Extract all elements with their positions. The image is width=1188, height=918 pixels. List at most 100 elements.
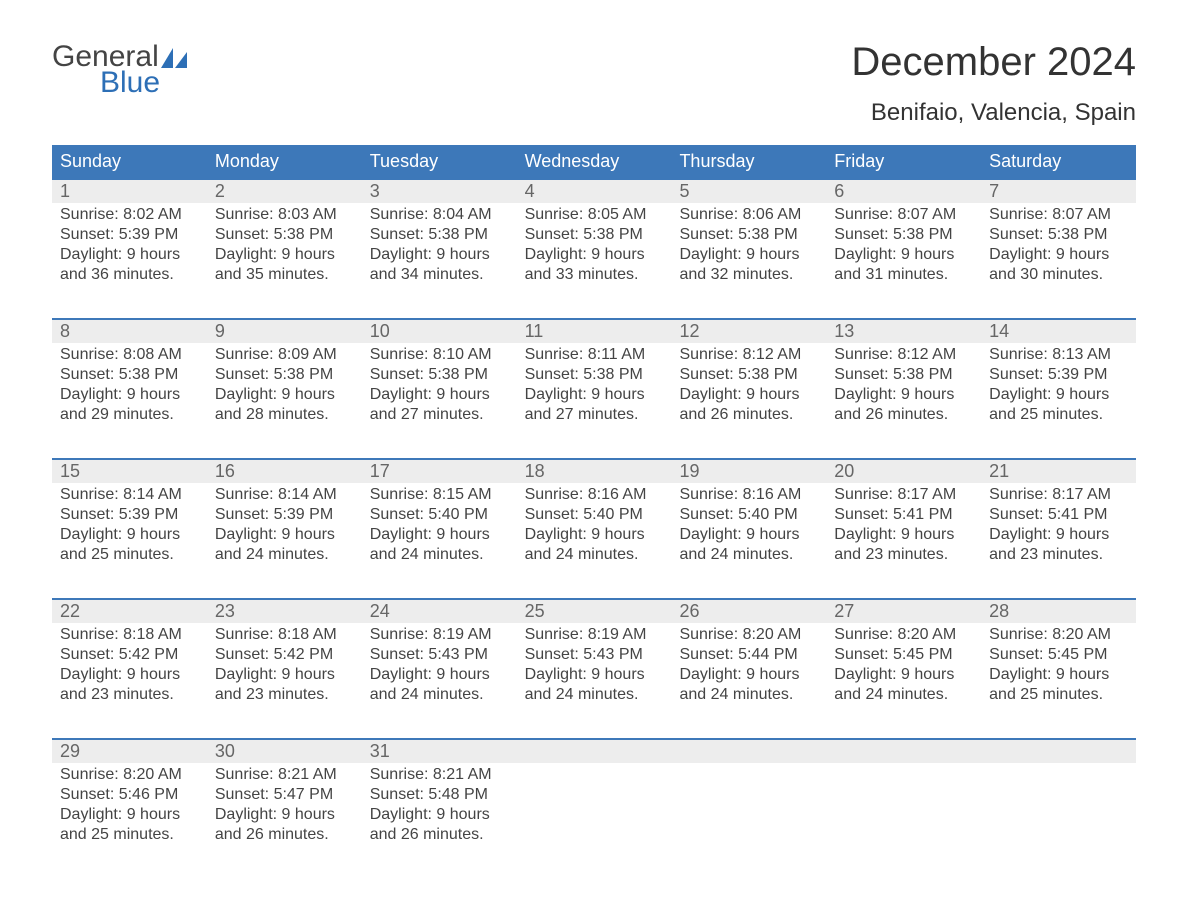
day-data: Sunrise: 8:16 AMSunset: 5:40 PMDaylight:… [517, 483, 672, 565]
daylight-line2: and 25 minutes. [989, 685, 1128, 705]
sunset: Sunset: 5:39 PM [60, 505, 199, 525]
day-cell: 23Sunrise: 8:18 AMSunset: 5:42 PMDayligh… [207, 600, 362, 710]
day-cell: 9Sunrise: 8:09 AMSunset: 5:38 PMDaylight… [207, 320, 362, 430]
daylight-line2: and 23 minutes. [834, 545, 973, 565]
header: General Blue December 2024 Benifaio, Val… [52, 40, 1136, 127]
sunset: Sunset: 5:38 PM [215, 225, 354, 245]
daylight-line2: and 27 minutes. [525, 405, 664, 425]
day-cell: 22Sunrise: 8:18 AMSunset: 5:42 PMDayligh… [52, 600, 207, 710]
day-data: Sunrise: 8:08 AMSunset: 5:38 PMDaylight:… [52, 343, 207, 425]
daylight-line2: and 25 minutes. [60, 825, 199, 845]
sunrise: Sunrise: 8:05 AM [525, 205, 664, 225]
day-number: 16 [207, 460, 362, 483]
sail-icon [161, 48, 187, 68]
sunrise: Sunrise: 8:02 AM [60, 205, 199, 225]
day-data: Sunrise: 8:05 AMSunset: 5:38 PMDaylight:… [517, 203, 672, 285]
day-data: Sunrise: 8:14 AMSunset: 5:39 PMDaylight:… [207, 483, 362, 565]
sunset: Sunset: 5:42 PM [215, 645, 354, 665]
day-number: 14 [981, 320, 1136, 343]
sunset: Sunset: 5:48 PM [370, 785, 509, 805]
sunset: Sunset: 5:39 PM [60, 225, 199, 245]
day-number: 15 [52, 460, 207, 483]
sunset: Sunset: 5:39 PM [215, 505, 354, 525]
sunset: Sunset: 5:38 PM [370, 225, 509, 245]
day-data: Sunrise: 8:20 AMSunset: 5:44 PMDaylight:… [671, 623, 826, 705]
daylight-line1: Daylight: 9 hours [525, 245, 664, 265]
sunrise: Sunrise: 8:17 AM [989, 485, 1128, 505]
daylight-line1: Daylight: 9 hours [215, 805, 354, 825]
day-cell: 19Sunrise: 8:16 AMSunset: 5:40 PMDayligh… [671, 460, 826, 570]
day-cell: 26Sunrise: 8:20 AMSunset: 5:44 PMDayligh… [671, 600, 826, 710]
sunrise: Sunrise: 8:12 AM [834, 345, 973, 365]
logo: General Blue [52, 40, 187, 100]
day-number [671, 740, 826, 763]
daylight-line1: Daylight: 9 hours [679, 525, 818, 545]
day-data: Sunrise: 8:15 AMSunset: 5:40 PMDaylight:… [362, 483, 517, 565]
sunset: Sunset: 5:38 PM [679, 365, 818, 385]
sunset: Sunset: 5:40 PM [525, 505, 664, 525]
weekday-header: Thursday [671, 145, 826, 178]
sunrise: Sunrise: 8:20 AM [989, 625, 1128, 645]
day-data: Sunrise: 8:10 AMSunset: 5:38 PMDaylight:… [362, 343, 517, 425]
daylight-line2: and 24 minutes. [679, 545, 818, 565]
day-cell: 7Sunrise: 8:07 AMSunset: 5:38 PMDaylight… [981, 180, 1136, 290]
sunrise: Sunrise: 8:09 AM [215, 345, 354, 365]
day-data: Sunrise: 8:21 AMSunset: 5:48 PMDaylight:… [362, 763, 517, 845]
daylight-line2: and 31 minutes. [834, 265, 973, 285]
day-number [981, 740, 1136, 763]
daylight-line1: Daylight: 9 hours [525, 525, 664, 545]
weekday-header: Wednesday [517, 145, 672, 178]
weekday-header: Monday [207, 145, 362, 178]
day-number: 24 [362, 600, 517, 623]
day-data: Sunrise: 8:20 AMSunset: 5:45 PMDaylight:… [981, 623, 1136, 705]
weekday-header-row: SundayMondayTuesdayWednesdayThursdayFrid… [52, 145, 1136, 178]
week-row: 22Sunrise: 8:18 AMSunset: 5:42 PMDayligh… [52, 598, 1136, 710]
sunset: Sunset: 5:38 PM [525, 365, 664, 385]
logo-word2: Blue [100, 66, 160, 100]
sunrise: Sunrise: 8:19 AM [370, 625, 509, 645]
daylight-line1: Daylight: 9 hours [989, 665, 1128, 685]
day-data: Sunrise: 8:03 AMSunset: 5:38 PMDaylight:… [207, 203, 362, 285]
title-block: December 2024 Benifaio, Valencia, Spain [851, 40, 1136, 127]
sunset: Sunset: 5:43 PM [370, 645, 509, 665]
daylight-line2: and 26 minutes. [679, 405, 818, 425]
day-cell: 25Sunrise: 8:19 AMSunset: 5:43 PMDayligh… [517, 600, 672, 710]
day-number: 4 [517, 180, 672, 203]
day-number: 19 [671, 460, 826, 483]
day-data: Sunrise: 8:19 AMSunset: 5:43 PMDaylight:… [517, 623, 672, 705]
sunrise: Sunrise: 8:20 AM [60, 765, 199, 785]
weekday-header: Saturday [981, 145, 1136, 178]
day-cell: 20Sunrise: 8:17 AMSunset: 5:41 PMDayligh… [826, 460, 981, 570]
daylight-line1: Daylight: 9 hours [60, 385, 199, 405]
day-number: 30 [207, 740, 362, 763]
day-cell: 18Sunrise: 8:16 AMSunset: 5:40 PMDayligh… [517, 460, 672, 570]
sunset: Sunset: 5:40 PM [679, 505, 818, 525]
day-cell: 15Sunrise: 8:14 AMSunset: 5:39 PMDayligh… [52, 460, 207, 570]
week-row: 29Sunrise: 8:20 AMSunset: 5:46 PMDayligh… [52, 738, 1136, 850]
daylight-line1: Daylight: 9 hours [370, 805, 509, 825]
sunset: Sunset: 5:45 PM [989, 645, 1128, 665]
sunset: Sunset: 5:44 PM [679, 645, 818, 665]
day-cell: 16Sunrise: 8:14 AMSunset: 5:39 PMDayligh… [207, 460, 362, 570]
day-number: 7 [981, 180, 1136, 203]
day-number: 26 [671, 600, 826, 623]
day-cell: 10Sunrise: 8:10 AMSunset: 5:38 PMDayligh… [362, 320, 517, 430]
day-cell: 5Sunrise: 8:06 AMSunset: 5:38 PMDaylight… [671, 180, 826, 290]
day-data: Sunrise: 8:11 AMSunset: 5:38 PMDaylight:… [517, 343, 672, 425]
daylight-line1: Daylight: 9 hours [370, 385, 509, 405]
daylight-line2: and 29 minutes. [60, 405, 199, 425]
sunrise: Sunrise: 8:15 AM [370, 485, 509, 505]
day-number: 25 [517, 600, 672, 623]
sunset: Sunset: 5:42 PM [60, 645, 199, 665]
daylight-line1: Daylight: 9 hours [679, 665, 818, 685]
daylight-line1: Daylight: 9 hours [989, 525, 1128, 545]
daylight-line1: Daylight: 9 hours [525, 385, 664, 405]
day-data: Sunrise: 8:02 AMSunset: 5:39 PMDaylight:… [52, 203, 207, 285]
day-number: 13 [826, 320, 981, 343]
day-number: 9 [207, 320, 362, 343]
sunrise: Sunrise: 8:10 AM [370, 345, 509, 365]
day-number: 2 [207, 180, 362, 203]
day-cell: 1Sunrise: 8:02 AMSunset: 5:39 PMDaylight… [52, 180, 207, 290]
calendar: SundayMondayTuesdayWednesdayThursdayFrid… [52, 145, 1136, 850]
day-number: 22 [52, 600, 207, 623]
